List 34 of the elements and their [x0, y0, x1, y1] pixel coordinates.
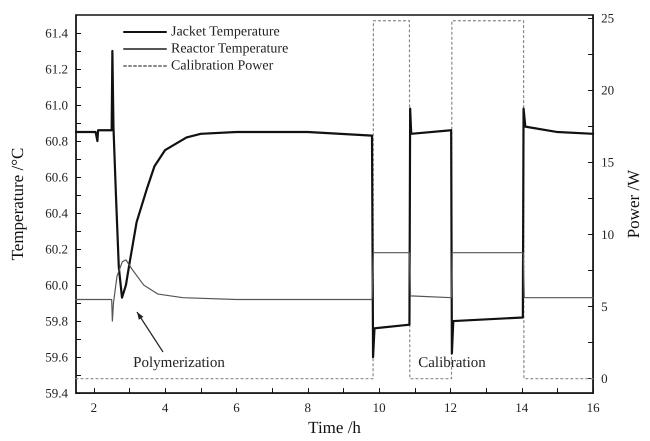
legend-label: Reactor Temperature [171, 42, 288, 56]
y2-tick-label: 5 [601, 299, 608, 314]
y2-tick-label: 20 [601, 82, 614, 98]
x-tick-label: 2 [90, 400, 98, 416]
x-axis-title: Time /h [308, 418, 362, 437]
legend-label: Calibration Power [171, 58, 274, 74]
x-tick-label: 12 [444, 400, 457, 416]
y2-tick-label: 15 [601, 154, 614, 170]
legend-label: Jacket Temperature [171, 24, 280, 40]
annotation: Polymerization [133, 355, 226, 371]
x-tick-label: 8 [304, 400, 312, 416]
y-tick-label: 61.4 [45, 26, 68, 41]
line-series [75, 252, 594, 322]
x-tick-label: 6 [233, 400, 240, 416]
y-tick-label: 59.4 [45, 386, 68, 401]
y2-tick-label: 0 [601, 371, 608, 386]
y-tick-label: 60.4 [45, 206, 68, 221]
x-tick-label: 4 [162, 400, 169, 416]
y-tick-label: 60.2 [45, 242, 68, 257]
y-tick-label: 60.6 [45, 170, 68, 185]
y-tick-label: 61.0 [45, 98, 68, 113]
y-tick-label: 59.8 [45, 314, 68, 329]
y-tick-label: 61.2 [45, 62, 68, 77]
y2-tick-label: 25 [601, 10, 614, 26]
y-tick-label: 60.8 [45, 134, 68, 149]
y-axis-title: Temperature /°C [8, 148, 27, 260]
y2-tick-label: 10 [601, 226, 614, 242]
y2-axis-title: Power /W [624, 168, 643, 238]
x-tick-label: 10 [372, 400, 386, 416]
y-tick-label: 60.0 [45, 278, 68, 293]
annotation: Calibration [418, 355, 486, 371]
y-tick-label: 59.6 [45, 350, 68, 365]
x-tick-label: 14 [515, 400, 529, 416]
x-tick-label: 16 [586, 400, 600, 416]
